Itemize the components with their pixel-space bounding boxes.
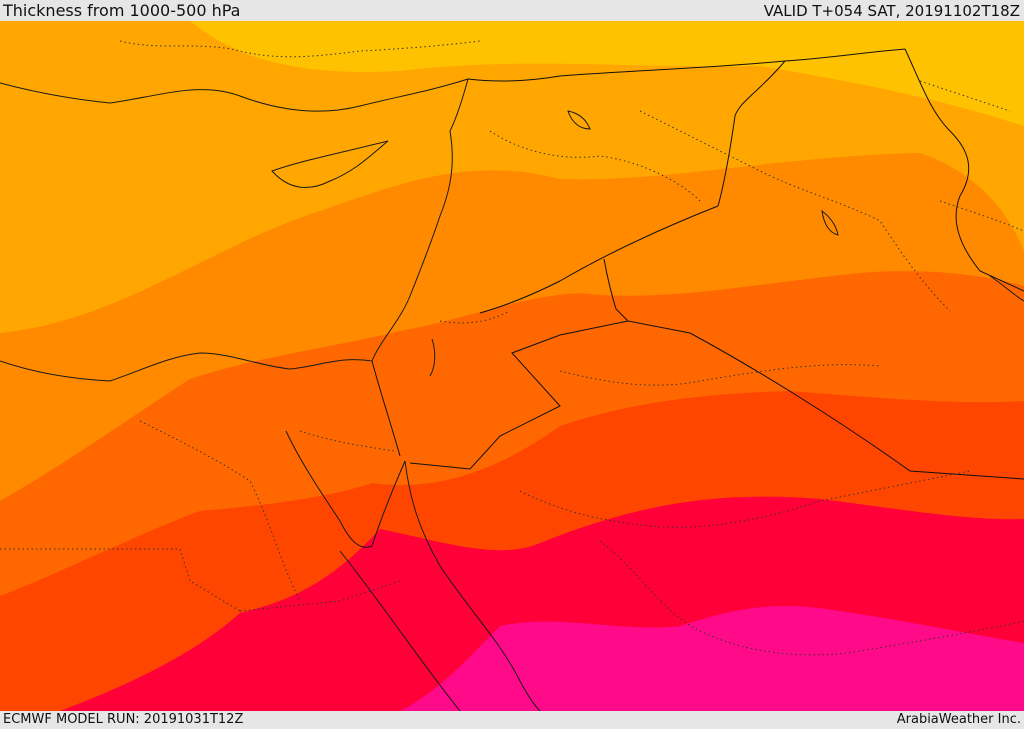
country-borders [371,48,1024,480]
saudi-provinces-3 [559,364,881,386]
footer-bar: ECMWF MODEL RUN: 20191031T12Z ArabiaWeat… [0,711,1024,729]
nile-region-dots [139,420,301,602]
map-title: Thickness from 1000-500 hPa [3,1,241,20]
turkey-provinces [119,40,481,58]
egypt-israel-border [371,360,401,457]
saudi-provinces-2 [599,540,1024,656]
egypt-libya-border [0,548,241,612]
iran-iraq-border [904,48,1024,292]
header-bar: Thickness from 1000-500 hPa VALID T+054 … [0,0,1024,21]
syria-iraq-border [717,60,786,207]
thickness-map [0,21,1024,711]
turkey-south-coast [0,78,469,132]
iran-provinces [919,80,1024,232]
red-sea-east [404,460,541,711]
jordan-saudi-border [479,205,719,314]
lake-tharthar [821,209,839,236]
credit-text: ArabiaWeather Inc. [896,712,1021,727]
valid-time: VALID T+054 SAT, 20191102T18Z [763,2,1020,20]
model-run: ECMWF MODEL RUN: 20191031T12Z [3,712,244,727]
levant-coast [371,130,453,362]
band-7 [400,606,1024,711]
dead-sea [429,338,436,377]
cyprus [271,140,389,189]
iraq-provinces [639,110,951,312]
persian-gulf-coast [989,275,1024,302]
sinai-dots [299,430,396,452]
egypt-north-coast [0,352,373,382]
red-sea-west [339,550,461,711]
lake-van [567,110,591,130]
internal-borders [0,40,1024,656]
coastlines [0,78,1024,711]
suez-gulf [285,430,406,548]
iraq-saudi-border [603,258,1024,480]
turkey-syria-border [467,48,906,82]
jordan-saudi-south [409,320,629,470]
egypt-sudan-border [239,580,401,612]
